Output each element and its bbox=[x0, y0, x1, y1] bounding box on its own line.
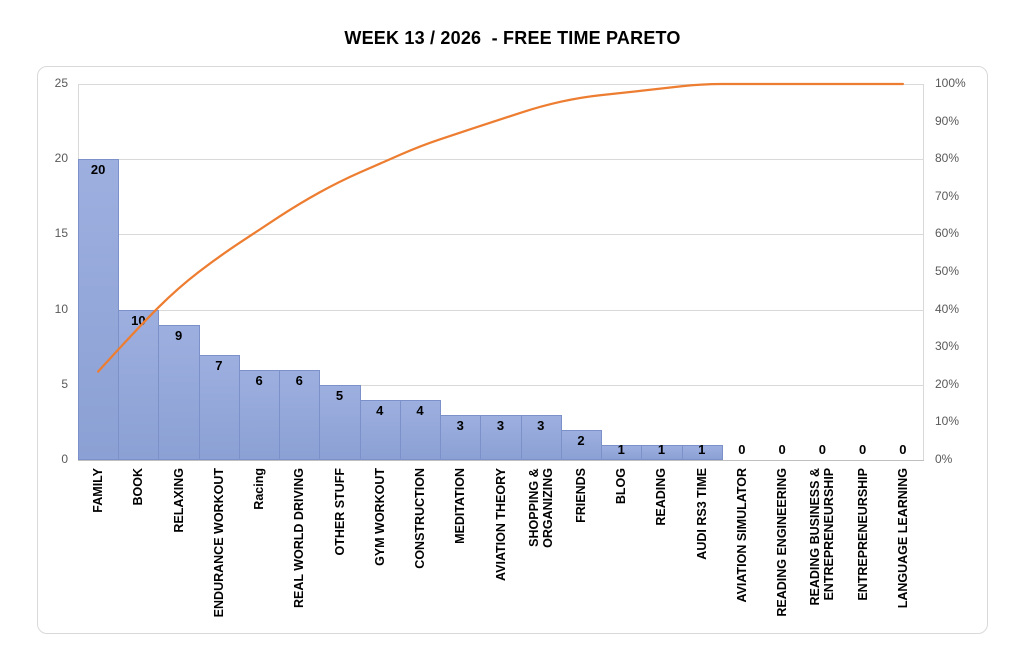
category-label: READING ENGINEERING bbox=[775, 468, 790, 617]
pct-axis-tick: 90% bbox=[935, 113, 960, 128]
category-label: Racing bbox=[252, 468, 267, 510]
bar-value-label: 3 bbox=[496, 417, 505, 433]
bar-value-label: 0 bbox=[818, 442, 826, 457]
gridline bbox=[78, 84, 923, 85]
bar-value-label: 4 bbox=[416, 402, 424, 418]
bar bbox=[279, 369, 321, 460]
bar-value-label: 6 bbox=[255, 372, 263, 388]
bar-value-label: 3 bbox=[537, 417, 545, 433]
bar-value-label: 5 bbox=[335, 387, 344, 403]
category-label: SHOPPING & ORGANIZING bbox=[526, 468, 555, 548]
chart-title: WEEK 13 / 2026 - FREE TIME PARETO bbox=[344, 28, 681, 48]
category-label: LANGUAGE LEARNING bbox=[895, 468, 910, 609]
gridline bbox=[78, 234, 923, 236]
bar-value-label: 1 bbox=[617, 442, 625, 457]
category-label: FAMILY bbox=[91, 468, 106, 513]
bar-value-label: 1 bbox=[657, 442, 666, 457]
pct-axis-line bbox=[923, 84, 924, 460]
pct-axis-tick: 70% bbox=[935, 188, 960, 203]
bar-value-label: 6 bbox=[295, 372, 303, 388]
category-label: BLOG bbox=[614, 468, 629, 505]
pct-axis-tick: 100% bbox=[935, 76, 966, 90]
bar bbox=[78, 159, 120, 460]
gridline bbox=[78, 159, 923, 161]
bar-value-label: 10 bbox=[131, 312, 146, 328]
y-axis-tick: 0 bbox=[61, 452, 68, 466]
x-axis-line bbox=[78, 460, 924, 461]
category-label: REAL WORLD DRIVING bbox=[292, 468, 307, 609]
gridline bbox=[78, 384, 923, 386]
category-label: FRIENDS bbox=[573, 468, 588, 523]
bar bbox=[681, 444, 723, 460]
bar-value-label: 4 bbox=[376, 402, 384, 418]
bar bbox=[118, 309, 160, 460]
bar bbox=[560, 429, 603, 460]
bar-value-label: 3 bbox=[456, 417, 464, 433]
pct-axis-tick: 0% bbox=[935, 452, 953, 466]
bar-value-label: 0 bbox=[738, 442, 746, 457]
bar-value-label: 20 bbox=[90, 162, 106, 178]
cumulative-line bbox=[96, 82, 905, 373]
pct-axis-tick: 60% bbox=[935, 226, 960, 241]
bar-value-label: 0 bbox=[778, 442, 786, 457]
pct-axis-tick: 10% bbox=[935, 414, 960, 429]
bar-value-label: 7 bbox=[215, 357, 223, 373]
category-label: MEDITATION bbox=[453, 468, 468, 544]
category-label: OTHER STUFF bbox=[332, 468, 347, 556]
y-axis-tick: 15 bbox=[54, 226, 68, 241]
category-label: AVIATION THEORY bbox=[493, 468, 508, 581]
category-label: CONSTRUCTION bbox=[413, 468, 428, 569]
pct-axis-tick: 30% bbox=[935, 339, 960, 354]
category-label: AUDI RS3 TIME bbox=[694, 468, 709, 560]
category-label: BOOK bbox=[131, 468, 146, 506]
y-axis-tick: 5 bbox=[61, 376, 68, 391]
pct-axis-tick: 40% bbox=[935, 301, 960, 316]
bar-value-label: 1 bbox=[698, 442, 706, 457]
category-label: AVIATION SIMULATOR bbox=[734, 468, 749, 603]
bar bbox=[158, 324, 200, 460]
pct-axis-tick: 50% bbox=[935, 264, 960, 278]
category-label: RELAXING bbox=[171, 468, 186, 533]
pct-axis-tick: 80% bbox=[935, 151, 960, 166]
category-label: GYM WORKOUT bbox=[372, 468, 387, 566]
pct-axis-tick: 20% bbox=[935, 376, 960, 391]
category-label: ENTREPRENEURSHIP bbox=[855, 468, 870, 601]
bar-value-label: 2 bbox=[577, 432, 585, 448]
category-label: ENDURANCE WORKOUT bbox=[211, 468, 226, 618]
y-axis-tick: 20 bbox=[54, 151, 68, 166]
bar-value-label: 0 bbox=[899, 442, 907, 457]
category-label: READING bbox=[654, 468, 669, 526]
bar-value-label: 9 bbox=[174, 327, 183, 343]
y-axis-tick: 25 bbox=[54, 76, 68, 90]
bar-value-label: 0 bbox=[859, 442, 867, 457]
bar bbox=[319, 384, 361, 460]
gridline bbox=[78, 309, 923, 311]
y-axis-tick: 10 bbox=[54, 301, 68, 316]
category-label: READING BUSINESS & ENTREPRENEURSHIP bbox=[808, 468, 837, 606]
